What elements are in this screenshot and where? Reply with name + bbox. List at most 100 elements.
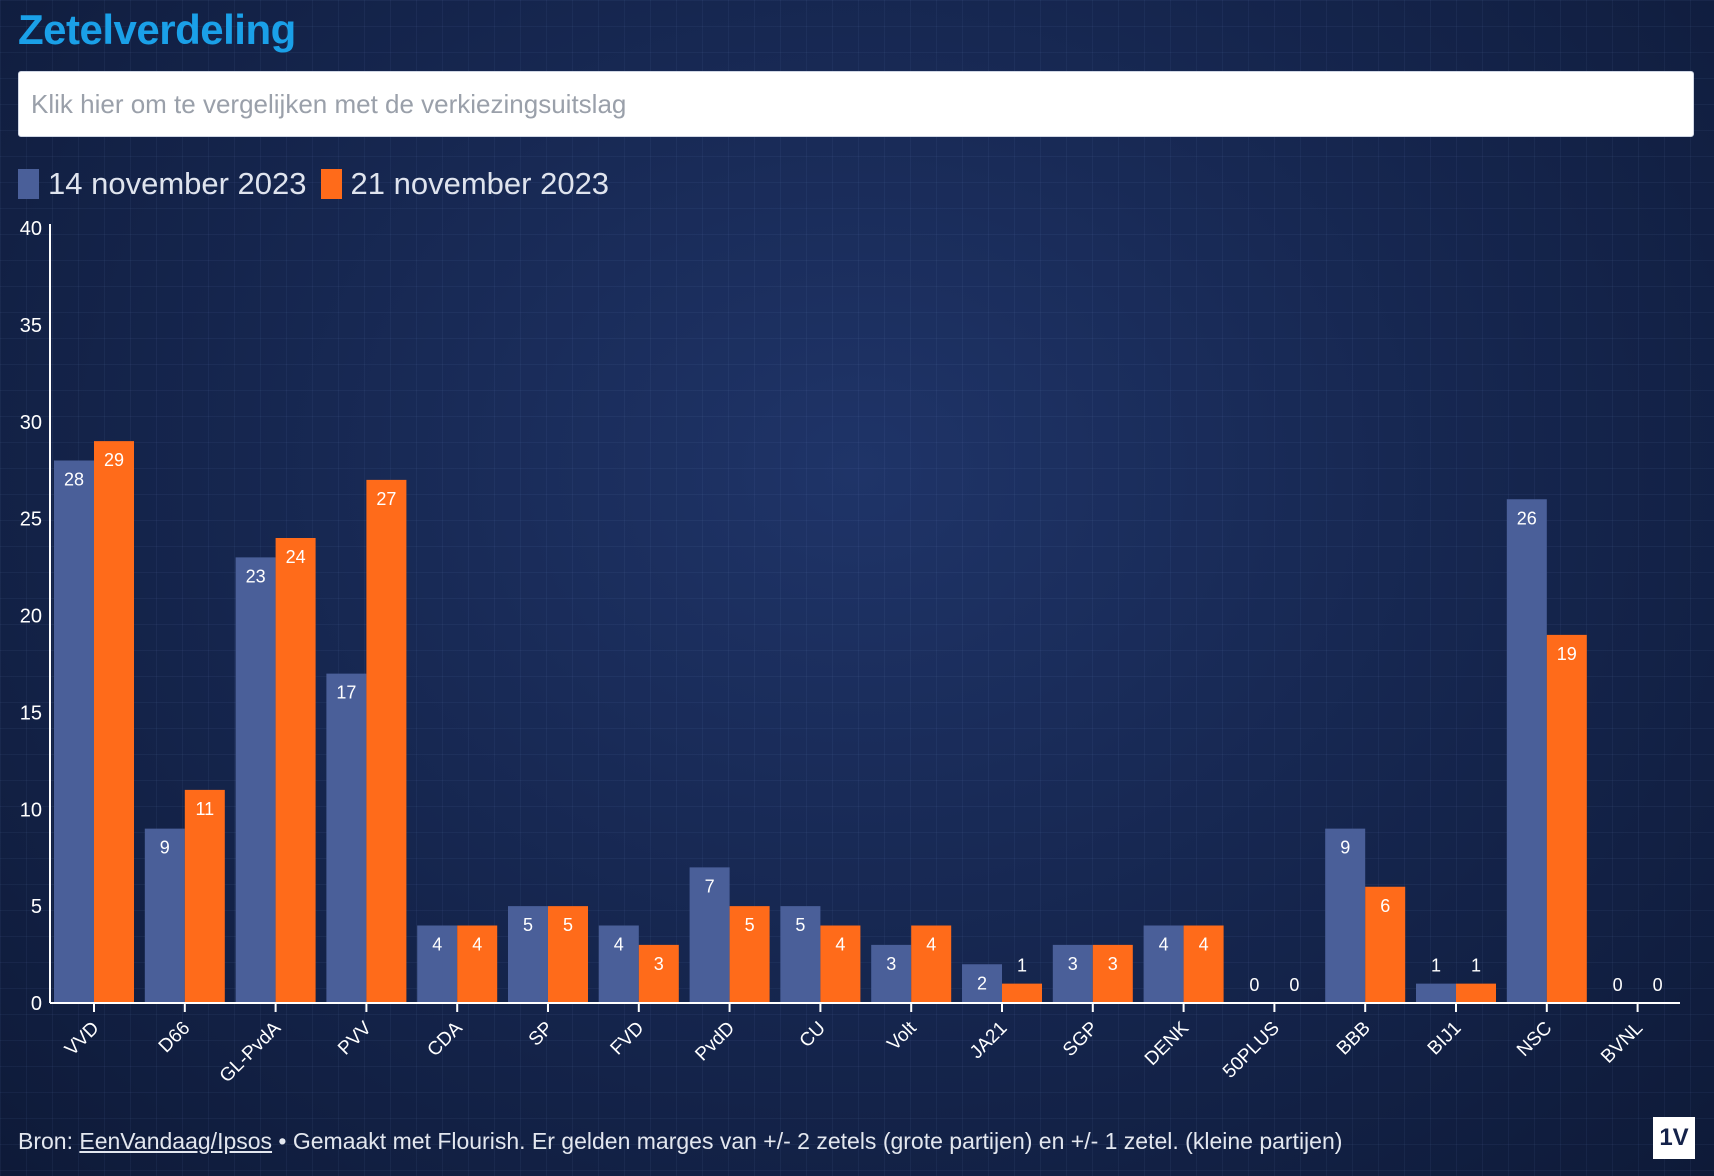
- bar-DENK-series-1[interactable]: [1143, 925, 1184, 1004]
- x-tick-label-SGP: SGP: [1059, 1018, 1102, 1061]
- bar-VVD-series-2[interactable]: [94, 441, 134, 1003]
- x-tick-label-NSC: NSC: [1513, 1018, 1556, 1061]
- data-label: 4: [432, 935, 442, 955]
- x-tick-label-GL-PvdA: GL-PvdA: [216, 1017, 286, 1087]
- x-tick-label-BBB: BBB: [1333, 1018, 1375, 1060]
- data-label: 4: [835, 935, 845, 955]
- data-label: 0: [1653, 975, 1663, 995]
- data-label: 5: [795, 915, 805, 935]
- bar-Volt-series-1[interactable]: [871, 944, 912, 1003]
- bar-BBB-series-1[interactable]: [1325, 828, 1366, 1003]
- bar-SP-series-1[interactable]: [508, 906, 548, 1003]
- bar-PvdD-series-2[interactable]: [729, 906, 770, 1003]
- data-label: 27: [376, 489, 396, 509]
- data-label: 0: [1249, 975, 1259, 995]
- x-tick-label-BVNL: BVNL: [1597, 1018, 1647, 1068]
- bar-PVV-series-2[interactable]: [366, 479, 407, 1003]
- data-label: 11: [195, 799, 214, 819]
- x-tick-label-JA21: JA21: [966, 1018, 1011, 1063]
- footer-prefix: Bron:: [18, 1128, 80, 1154]
- x-tick-label-BIJ1: BIJ1: [1424, 1018, 1466, 1060]
- bar-PvdD-series-1[interactable]: [689, 867, 730, 1003]
- bar-DENK-series-2[interactable]: [1183, 925, 1224, 1004]
- x-tick-label-50PLUS: 50PLUS: [1219, 1018, 1284, 1083]
- bar-PVV-series-1[interactable]: [326, 673, 367, 1003]
- bar-FVD-series-2[interactable]: [638, 944, 679, 1003]
- y-tick-label: 5: [31, 896, 42, 918]
- data-label: 4: [614, 935, 624, 955]
- legend-item-series-2[interactable]: 21 november 2023: [320, 166, 610, 202]
- x-tick-label-DENK: DENK: [1141, 1017, 1193, 1069]
- source-link[interactable]: EenVandaag/Ipsos: [79, 1128, 273, 1154]
- y-tick-label: 10: [20, 799, 42, 821]
- data-label: 4: [926, 935, 936, 955]
- bar-CDA-series-1[interactable]: [417, 925, 458, 1004]
- bar-Volt-series-2[interactable]: [911, 925, 952, 1004]
- x-tick-label-PVV: PVV: [334, 1017, 376, 1059]
- bar-CU-series-2[interactable]: [820, 925, 861, 1004]
- bar-BBB-series-2[interactable]: [1365, 886, 1406, 1003]
- legend-label-series-1: 14 november 2023: [48, 166, 307, 201]
- bar-CDA-series-2[interactable]: [457, 925, 498, 1004]
- y-tick-label: 0: [31, 993, 42, 1015]
- x-tick-label-CU: CU: [796, 1018, 830, 1052]
- bar-D66-series-1[interactable]: [144, 828, 185, 1003]
- legend-swatch-series-2: [320, 169, 342, 199]
- data-label: 28: [64, 470, 84, 490]
- bar-NSC-series-1[interactable]: [1506, 499, 1547, 1003]
- y-tick-label: 40: [20, 218, 42, 240]
- data-label: 26: [1517, 508, 1537, 528]
- data-label: 6: [1380, 896, 1390, 916]
- bar-FVD-series-1[interactable]: [598, 925, 639, 1004]
- bar-VVD-series-1[interactable]: [54, 460, 94, 1004]
- bar-JA21-series-2[interactable]: [1002, 983, 1042, 1003]
- bar-SP-series-2[interactable]: [548, 906, 588, 1003]
- data-label: 7: [705, 876, 715, 896]
- chart-legend: 14 november 2023 21 november 2023: [18, 166, 623, 202]
- data-label: 4: [1159, 935, 1169, 955]
- bar-D66-series-2[interactable]: [184, 789, 225, 1003]
- data-label: 4: [472, 935, 482, 955]
- data-label: 3: [654, 954, 664, 974]
- y-tick-label: 25: [20, 509, 42, 531]
- legend-item-series-1[interactable]: 14 november 2023: [18, 166, 307, 202]
- bar-BIJ1-series-1[interactable]: [1416, 983, 1456, 1003]
- x-tick-label-Volt: Volt: [883, 1017, 921, 1055]
- x-tick-label-CDA: CDA: [424, 1017, 467, 1060]
- bar-NSC-series-2[interactable]: [1546, 634, 1587, 1003]
- y-tick-label: 30: [20, 412, 42, 434]
- x-tick-label-SP: SP: [525, 1018, 558, 1051]
- data-label: 1: [1431, 956, 1441, 976]
- bar-GL-PvdA-series-1[interactable]: [235, 557, 276, 1003]
- data-label: 24: [286, 547, 306, 567]
- y-tick-label: 35: [20, 315, 42, 337]
- data-label: 23: [246, 566, 266, 586]
- x-tick-label-PvdD: PvdD: [691, 1018, 739, 1066]
- footer-note: • Gemaakt met Flourish. Er gelden marges…: [272, 1128, 1343, 1154]
- page-title: Zetelverdeling: [18, 6, 296, 53]
- y-tick-label: 15: [20, 702, 42, 724]
- data-label: 5: [745, 915, 755, 935]
- bar-SGP-series-1[interactable]: [1052, 944, 1093, 1003]
- data-label: 29: [104, 450, 124, 470]
- x-tick-label-FVD: FVD: [607, 1018, 649, 1060]
- eenvandaag-logo: 1V: [1653, 1117, 1695, 1159]
- bar-SGP-series-2[interactable]: [1092, 944, 1133, 1003]
- bar-BIJ1-series-2[interactable]: [1456, 983, 1496, 1003]
- data-label: 5: [563, 915, 573, 935]
- data-label: 0: [1289, 975, 1299, 995]
- data-label: 2: [977, 973, 987, 993]
- bar-GL-PvdA-series-2[interactable]: [275, 538, 316, 1003]
- data-label: 9: [160, 838, 170, 858]
- bar-JA21-series-1[interactable]: [962, 964, 1002, 1003]
- compare-election-button[interactable]: Klik hier om te vergelijken met de verki…: [18, 71, 1694, 137]
- bar-CU-series-1[interactable]: [780, 906, 821, 1003]
- data-label: 1: [1471, 956, 1481, 976]
- legend-label-series-2: 21 november 2023: [350, 166, 610, 201]
- data-label: 0: [1613, 975, 1623, 995]
- data-label: 3: [886, 954, 896, 974]
- source-footer: Bron: EenVandaag/Ipsos • Gemaakt met Flo…: [18, 1128, 1342, 1155]
- data-label: 19: [1557, 644, 1577, 664]
- x-tick-label-VVD: VVD: [61, 1018, 103, 1060]
